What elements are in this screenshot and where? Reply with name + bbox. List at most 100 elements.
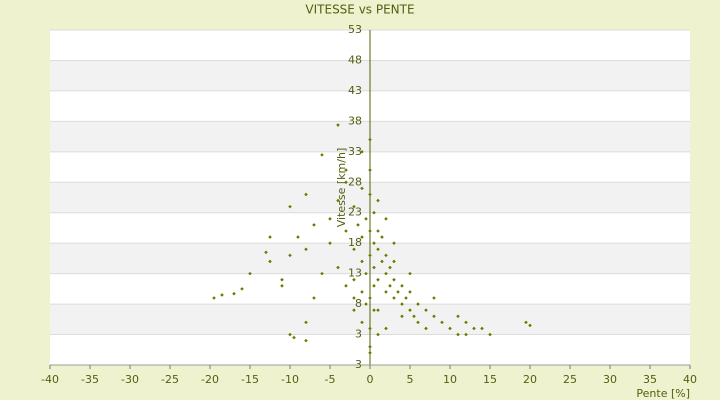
point: [456, 332, 460, 337]
point: [488, 332, 492, 337]
point: [364, 271, 368, 276]
point: [368, 351, 372, 355]
point: [288, 204, 292, 209]
point: [268, 259, 272, 264]
point: [344, 180, 348, 185]
point: [336, 198, 340, 203]
point: [376, 247, 380, 252]
point: [352, 247, 356, 252]
point: [328, 241, 332, 245]
point: [380, 259, 384, 264]
point: [396, 290, 400, 294]
point: [304, 192, 308, 197]
point: [384, 253, 388, 258]
x-tick-label: -15: [241, 373, 259, 386]
y-tick-label: 13: [348, 267, 362, 280]
y-axis-title: Vitesse [km/h]: [335, 148, 348, 228]
point: [376, 229, 380, 233]
point: [312, 296, 316, 300]
point: [380, 235, 384, 239]
point: [352, 277, 356, 282]
point: [392, 259, 396, 264]
x-tick-label: 10: [443, 373, 457, 386]
x-tick-label: -35: [81, 373, 99, 386]
point: [344, 168, 348, 172]
point: [456, 314, 460, 319]
point: [360, 150, 364, 154]
point: [280, 284, 284, 288]
point: [384, 326, 388, 331]
point: [408, 271, 412, 276]
point: [392, 241, 396, 245]
point: [360, 290, 364, 294]
x-tick-label: 35: [643, 373, 657, 386]
point: [352, 296, 356, 300]
x-tick-label: -40: [41, 373, 59, 386]
point: [352, 308, 356, 312]
point: [352, 204, 356, 209]
x-tick-label: -25: [161, 373, 179, 386]
point: [368, 192, 372, 197]
x-tick-label: -30: [121, 373, 139, 386]
x-tick-label: 25: [563, 373, 577, 386]
point: [432, 296, 436, 300]
x-tick-label: 5: [407, 373, 414, 386]
y-tick-label: 38: [348, 114, 362, 127]
point: [360, 186, 364, 191]
point: [372, 284, 376, 288]
point: [364, 302, 368, 306]
point: [432, 314, 436, 319]
point: [344, 229, 348, 233]
point: [288, 332, 292, 337]
point: [480, 326, 484, 331]
x-axis-title: Pente [%]: [636, 387, 690, 400]
point: [416, 302, 420, 306]
point: [464, 320, 468, 325]
y-tick-label: 8: [355, 297, 362, 310]
point: [376, 277, 380, 282]
x-tick-label: -20: [201, 373, 219, 386]
point: [336, 123, 340, 127]
point: [448, 326, 452, 331]
point: [296, 235, 300, 239]
y-tick-label: 33: [348, 145, 362, 158]
point: [376, 332, 380, 337]
chart-title: VITESSE vs PENTE: [305, 3, 414, 17]
point: [376, 198, 380, 203]
x-tick-label: 20: [523, 373, 537, 386]
point: [356, 223, 360, 227]
point: [392, 277, 396, 282]
point: [424, 308, 428, 312]
point: [392, 296, 396, 300]
y-tick-label: 43: [348, 84, 362, 97]
y-tick-label: 48: [348, 53, 362, 66]
point: [360, 259, 364, 264]
point: [240, 287, 244, 291]
x-tick-label: 40: [683, 373, 697, 386]
point: [220, 293, 224, 297]
y-tick-label: 53: [348, 23, 362, 36]
point: [524, 320, 528, 325]
point: [384, 271, 388, 276]
y-tick-label: 23: [348, 206, 362, 219]
point: [292, 335, 296, 340]
y-tick-label: 28: [348, 175, 362, 188]
point: [304, 320, 308, 325]
point: [408, 290, 412, 294]
y-tick-label: 18: [348, 236, 362, 249]
point: [264, 250, 268, 255]
point: [388, 265, 392, 270]
point: [320, 153, 324, 157]
point: [372, 241, 376, 245]
y-tick-label: 3: [355, 328, 362, 341]
point: [372, 265, 376, 270]
point: [304, 338, 308, 343]
point: [268, 235, 272, 239]
point: [248, 271, 252, 276]
point: [472, 326, 476, 331]
point: [400, 284, 404, 288]
point: [384, 290, 388, 294]
point: [408, 308, 412, 312]
